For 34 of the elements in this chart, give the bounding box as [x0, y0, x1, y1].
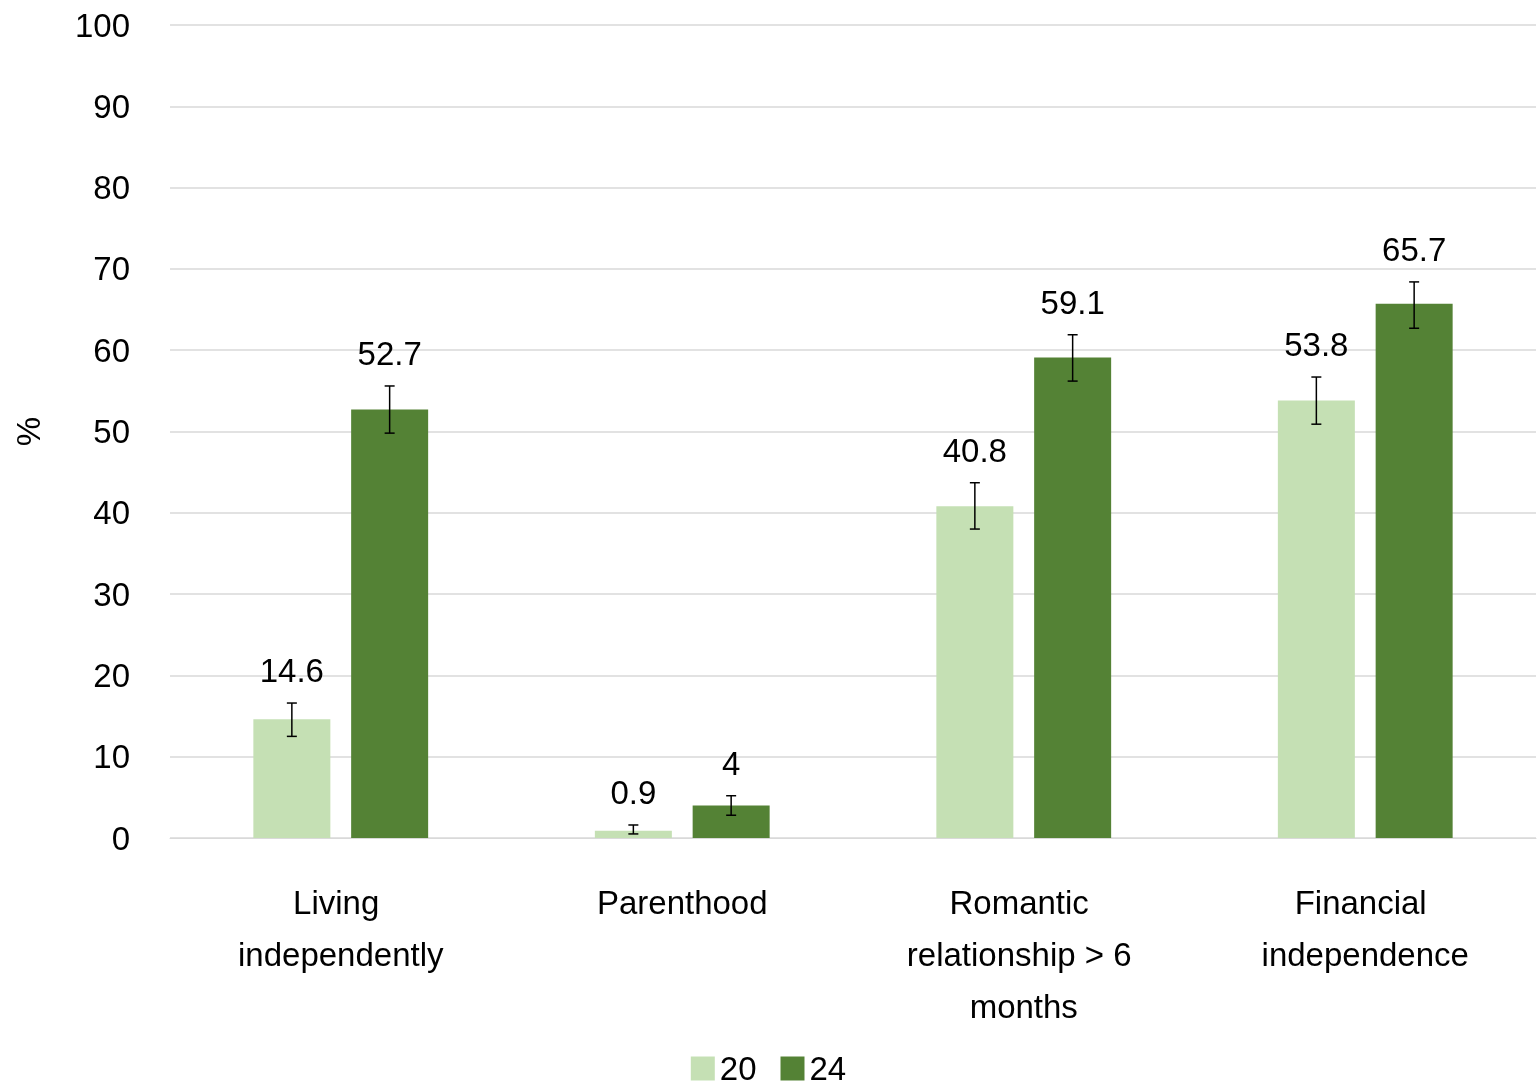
y-axis-title: % — [10, 416, 47, 447]
x-tick-label: Financial independence — [1261, 883, 1469, 973]
x-tick-label: Living independently — [237, 883, 444, 973]
x-tick-label: Romantic relationship > 6 months — [906, 883, 1141, 1025]
x-tick-label: Parenthood — [596, 883, 768, 921]
y-tick-label: 70 — [93, 250, 130, 288]
data-label: 0.9 — [610, 773, 657, 811]
bar — [692, 805, 770, 838]
bar — [594, 830, 672, 838]
y-tick-label: 20 — [93, 656, 130, 694]
y-tick-label: 60 — [93, 331, 130, 369]
y-tick-label: 100 — [74, 6, 130, 44]
legend-label: 24 — [809, 1050, 847, 1087]
bar — [351, 409, 429, 838]
bar — [1375, 303, 1453, 838]
data-label: 40.8 — [942, 431, 1007, 469]
bar — [1034, 357, 1112, 838]
data-label: 53.8 — [1284, 326, 1349, 364]
bar — [253, 719, 331, 838]
y-tick-label: 0 — [111, 819, 130, 857]
legend-label: 20 — [719, 1050, 757, 1087]
data-label: 14.6 — [259, 652, 324, 690]
y-tick-label: 90 — [93, 87, 130, 125]
bar — [1277, 400, 1355, 838]
y-tick-label: 80 — [93, 169, 130, 207]
y-tick-label: 10 — [93, 738, 130, 776]
data-label: 52.7 — [357, 334, 422, 372]
data-label: 65.7 — [1382, 230, 1447, 268]
y-tick-label: 50 — [93, 413, 130, 450]
data-label: 59.1 — [1040, 283, 1105, 321]
y-tick-label: 30 — [93, 575, 130, 613]
bar — [936, 506, 1014, 838]
y-tick-label: 40 — [93, 494, 130, 532]
data-label: 4 — [721, 744, 741, 782]
